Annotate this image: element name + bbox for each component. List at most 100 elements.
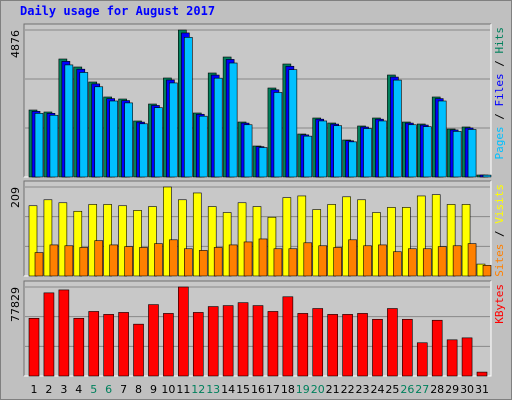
bar [43,199,53,277]
bar [297,195,307,277]
bar [28,205,38,277]
bar [139,247,148,277]
bar [333,125,342,178]
bar [148,304,159,377]
x-tick-label: 22 [341,383,355,396]
bar [133,210,142,277]
bar [387,308,398,377]
x-tick-label: 1 [31,383,38,396]
bar [282,197,292,277]
bar [312,209,322,277]
bar [118,312,129,377]
bar [184,37,193,178]
x-tick-label: 4 [75,383,82,396]
legend: Sites / Visits [493,184,506,277]
bar [357,199,366,277]
legend-entry: Files [493,73,506,106]
x-tick-label: 14 [221,383,235,396]
y-tick-label: 77829 [9,287,22,322]
bar [303,242,313,277]
bar [461,337,473,377]
x-tick-label: 31 [475,383,489,396]
bar [49,114,59,178]
bar [348,141,357,178]
bar [378,120,387,178]
bar [288,69,298,178]
x-tick-label: 7 [120,383,127,396]
x-tick-label: 23 [356,383,370,396]
bar [363,128,372,178]
bar [133,323,144,377]
bar [109,244,118,277]
bar [482,265,492,277]
bar [207,206,217,277]
bar [452,245,462,277]
bar [228,244,238,277]
bar [88,311,100,377]
bar [312,308,324,377]
legend-entry: Hits [493,27,506,54]
bar [213,247,223,277]
panel-shadow [23,280,491,376]
x-tick-label: 5 [90,383,97,396]
legend-separator: / [493,54,506,74]
bar [482,174,492,178]
bar [333,247,342,277]
bar [178,286,189,377]
bar [282,296,294,377]
bar [124,102,133,178]
bar [252,305,264,377]
bar [273,92,283,178]
bar [184,248,193,277]
bar [154,107,163,178]
bar [178,199,187,277]
bar [446,339,458,377]
x-tick-label: 11 [176,383,190,396]
legend-separator: / [493,224,506,244]
bar [148,206,157,277]
bar [273,248,283,277]
bar [318,120,328,178]
bar [169,239,178,277]
x-tick-label: 15 [236,383,250,396]
bar [192,312,204,377]
bar [378,244,387,277]
x-tick-label: 26 [400,383,414,396]
bar [163,313,174,377]
legend: KBytes [493,284,506,324]
x-tick-label: 6 [105,383,112,396]
legend-entry: Pages [493,126,506,159]
bar [34,252,44,277]
bar [79,247,89,277]
bar [64,245,74,277]
chart-title: Daily usage for August 2017 [20,4,215,18]
bar [431,319,443,377]
bar [431,194,441,277]
x-tick-label: 18 [281,383,295,396]
bar [237,302,249,377]
bar [169,82,178,178]
bar [437,100,447,178]
bar [64,64,74,178]
bar [49,244,59,277]
bar [467,243,477,277]
bar [342,314,353,377]
bar [228,62,238,178]
x-tick-label: 19 [296,383,310,396]
bar [163,186,172,277]
x-tick-label: 8 [135,383,142,396]
bar [237,202,247,277]
bar [103,204,112,277]
x-tick-label: 9 [150,383,157,396]
x-tick-label: 20 [311,383,325,396]
bar [198,115,208,178]
bar [267,216,277,277]
legend-entry: KBytes [493,284,506,324]
bar [213,77,223,178]
bar [357,313,368,377]
bar [416,195,426,277]
bar [207,306,219,377]
bar [387,207,396,277]
bar [73,210,83,277]
